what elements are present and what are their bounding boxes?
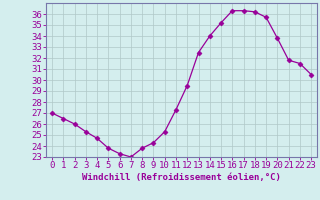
X-axis label: Windchill (Refroidissement éolien,°C): Windchill (Refroidissement éolien,°C) (82, 173, 281, 182)
